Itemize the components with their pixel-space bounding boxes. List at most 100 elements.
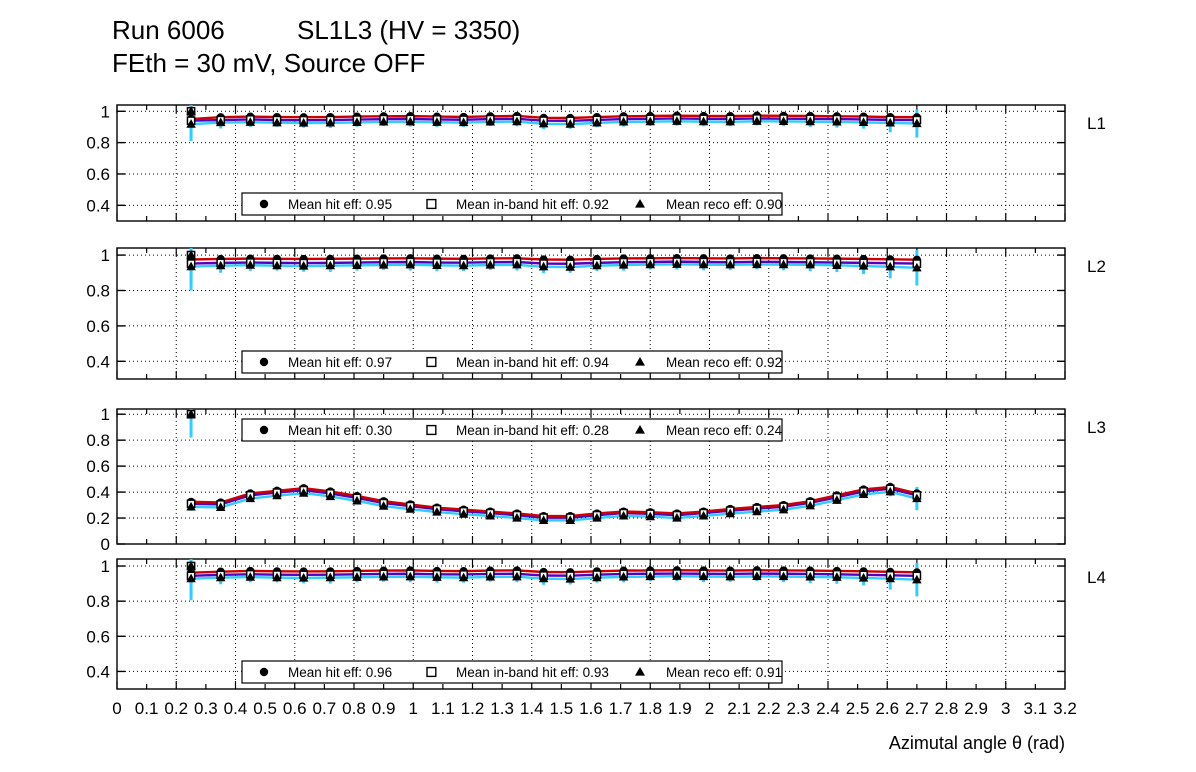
y-tick-label: 0.6: [86, 317, 110, 336]
marker-triangle: [352, 495, 362, 505]
marker-triangle: [186, 106, 196, 115]
y-tick-label: 0.8: [86, 134, 110, 153]
marker-triangle: [245, 117, 256, 126]
marker-triangle: [645, 511, 655, 521]
legend-label-hit-eff: Mean hit eff: 0.30: [288, 423, 392, 438]
x-tick-label: 2.9: [964, 699, 988, 718]
marker-triangle: [912, 262, 922, 272]
marker-triangle: [832, 495, 842, 504]
legend-label-in-band-hit-eff: Mean in-band hit eff: 0.93: [456, 665, 609, 680]
marker-triangle: [752, 506, 762, 516]
x-tick-label: 0.7: [313, 699, 337, 718]
legend-box: [241, 192, 783, 216]
marker-triangle: [912, 574, 922, 584]
marker-triangle: [432, 507, 442, 516]
x-tick-label: 1.7: [609, 699, 633, 718]
marker-triangle: [538, 261, 549, 271]
legend-label-in-band-hit-eff: Mean in-band hit eff: 0.92: [456, 197, 609, 212]
marker-triangle: [725, 259, 735, 269]
marker-triangle: [858, 572, 869, 582]
x-tick-label: 2.7: [905, 699, 929, 718]
marker-triangle: [186, 261, 196, 271]
marker-triangle: [378, 116, 389, 126]
panel-tag-l3: L3: [1087, 418, 1106, 437]
marker-triangle: [325, 491, 336, 501]
series-line-hit_eff: [191, 569, 917, 574]
x-tick-label: 2.2: [757, 699, 781, 718]
marker-triangle: [186, 501, 196, 511]
marker-triangle: [245, 572, 256, 581]
marker-triangle: [538, 573, 549, 583]
marker-triangle: [565, 119, 576, 128]
marker-triangle: [458, 117, 469, 127]
marker-triangle: [186, 250, 196, 259]
marker-triangle: [805, 259, 815, 269]
y-tick-label: 0.6: [86, 627, 110, 646]
x-tick-label: 0.8: [342, 699, 366, 718]
legend-marker-reco-eff: [635, 425, 645, 434]
marker-triangle: [458, 260, 469, 270]
legend-label-reco-eff: Mean reco eff: 0.92: [666, 355, 782, 370]
marker-triangle: [698, 571, 709, 581]
marker-triangle: [512, 116, 522, 126]
marker-triangle: [885, 261, 895, 271]
title-line-2: FEth = 30 mV, Source OFF: [112, 48, 426, 79]
marker-triangle: [805, 571, 815, 581]
panel-l4: 0.4 0.6 0.8 1 Mean hit eff: 0.96 Mean in-band…: [86, 557, 1066, 690]
marker-triangle: [432, 572, 442, 581]
panel-l2: 0.4 0.6 0.8 1 Mean hit eff: 0.97 Mean in-band…: [86, 246, 1066, 380]
legend-label-reco-eff: Mean reco eff: 0.24: [666, 423, 783, 438]
series-line-reco_eff: [191, 490, 918, 522]
marker-triangle: [832, 572, 842, 581]
y-tick-label: 1: [101, 557, 110, 576]
x-tick-label: 2.6: [875, 699, 899, 718]
x-tick-label: 2.3: [787, 699, 811, 718]
marker-triangle: [325, 572, 336, 582]
marker-triangle: [458, 509, 469, 518]
marker-triangle: [186, 409, 196, 418]
marker-triangle: [698, 259, 709, 269]
x-tick-label: 0.6: [283, 699, 307, 718]
markers-reco_eff: [186, 409, 922, 524]
x-tick-label: 1.9: [668, 699, 692, 718]
marker-triangle: [215, 502, 226, 511]
marker-triangle: [832, 260, 842, 269]
marker-triangle: [778, 116, 789, 126]
marker-triangle: [885, 573, 895, 583]
x-tick-label: 2: [705, 699, 714, 718]
series-line-reco_eff: [191, 575, 917, 581]
x-tick-label: 1.3: [490, 699, 514, 718]
x-tick-label: 1.1: [431, 699, 455, 718]
x-tick-label: 3.2: [1053, 699, 1077, 718]
legend-label-hit-eff: Mean hit eff: 0.97: [288, 355, 392, 370]
legend-l1: Mean hit eff: 0.95 Mean in-band hit eff: …: [241, 192, 783, 216]
series-line-in_band_hit_eff: [191, 117, 917, 123]
markers-reco_eff: [186, 561, 922, 584]
legend-label-in-band-hit-eff: Mean in-band hit eff: 0.94: [456, 355, 609, 370]
marker-triangle: [405, 504, 416, 513]
marker-triangle: [832, 116, 842, 126]
marker-triangle: [405, 259, 416, 269]
marker-triangle: [352, 260, 362, 269]
y-tick-label: 0.6: [86, 457, 110, 476]
x-tick-label: 1.6: [579, 699, 603, 718]
legend-label-hit-eff: Mean hit eff: 0.96: [288, 665, 392, 680]
marker-triangle: [565, 515, 576, 524]
marker-triangle: [592, 572, 602, 582]
legend-marker-hit-eff: [259, 667, 269, 677]
marker-triangle: [378, 259, 389, 269]
x-tick-label: 1.8: [638, 699, 662, 718]
legend-label-hit-eff: Mean hit eff: 0.95: [288, 197, 392, 212]
x-tick-label: 1.4: [520, 699, 544, 718]
legend-marker-hit-eff: [259, 199, 269, 209]
marker-triangle: [298, 118, 309, 127]
title-line-1: Run 6006 SL1L3 (HV = 3350): [112, 15, 521, 45]
legend-l3: Mean hit eff: 0.30 Mean in-band hit eff: …: [241, 418, 783, 442]
marker-triangle: [672, 259, 682, 268]
marker-triangle: [298, 572, 309, 582]
y-tick-label: 0.6: [86, 165, 110, 184]
marker-triangle: [645, 259, 655, 269]
marker-triangle: [485, 510, 496, 520]
marker-triangle: [778, 571, 789, 581]
marker-triangle: [805, 500, 815, 510]
